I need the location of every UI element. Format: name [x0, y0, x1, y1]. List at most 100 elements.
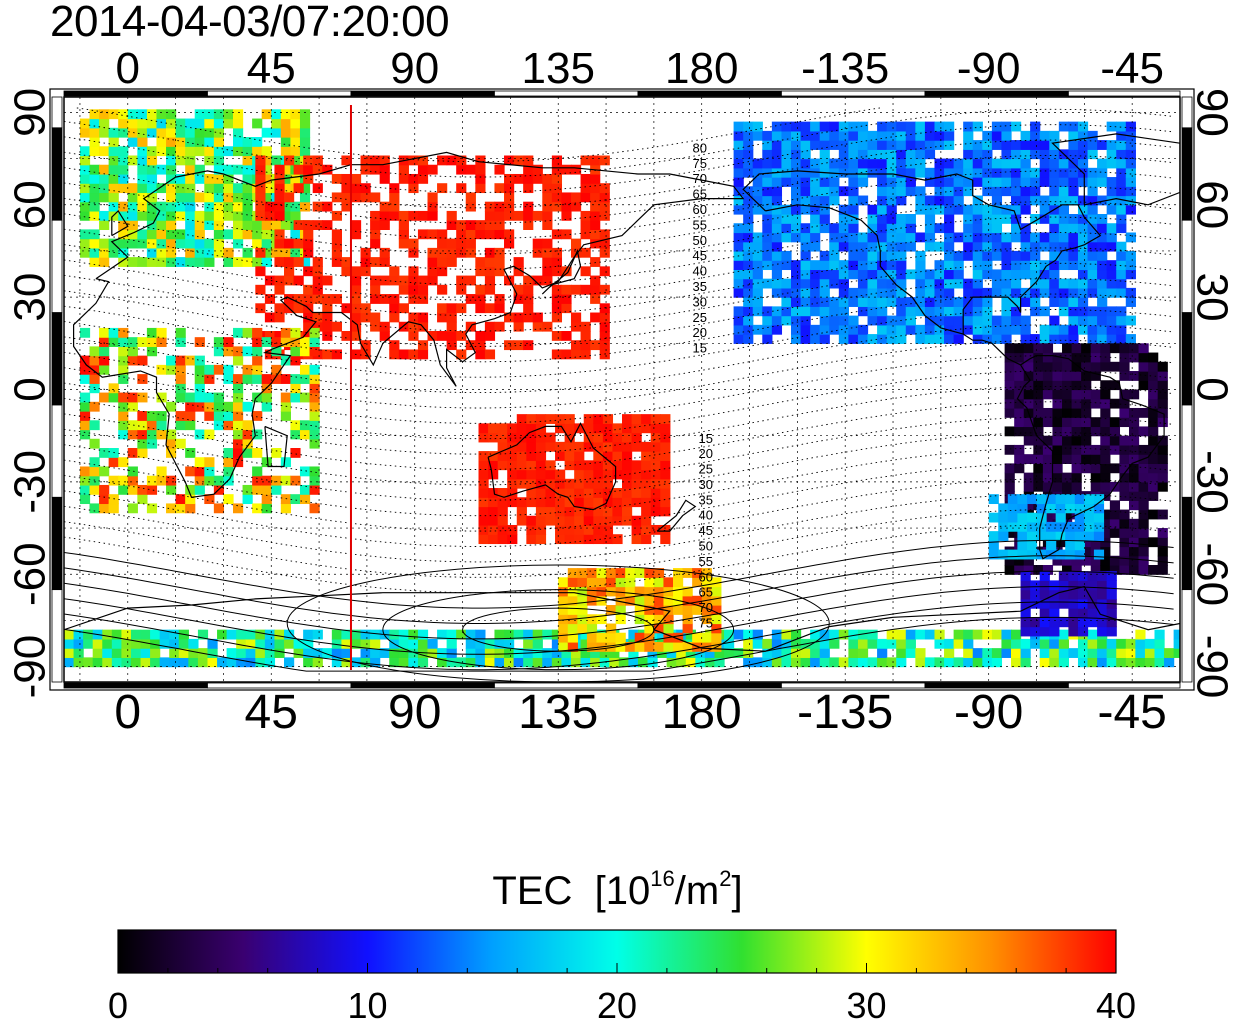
tec-cell: [475, 155, 486, 166]
tec-cell: [303, 648, 314, 658]
tec-cell: [446, 321, 457, 332]
tec-cell: [1049, 297, 1060, 307]
tec-cell: [1097, 158, 1108, 169]
tec-cell: [175, 127, 186, 138]
tec-cell: [290, 127, 301, 138]
tec-cell: [596, 577, 607, 588]
tec-cell: [1093, 512, 1105, 523]
tec-cell: [1030, 306, 1041, 317]
tec-cell: [261, 503, 272, 514]
tec-cell: [829, 297, 840, 307]
tec-cell: [1106, 149, 1117, 160]
tec-cell: [644, 614, 655, 625]
tec-cell: [217, 629, 228, 640]
tec-cell: [1109, 463, 1121, 474]
tec-cell: [261, 457, 272, 468]
tec-cell: [1081, 417, 1092, 428]
tec-cell: [991, 186, 1003, 197]
tec-cell: [350, 629, 362, 640]
tec-cell: [924, 269, 936, 280]
tec-cell: [1090, 454, 1101, 464]
tec-cell: [877, 269, 888, 280]
tec-cell: [526, 488, 537, 498]
tec-cell: [261, 146, 272, 157]
tec-cell: [896, 232, 907, 243]
tec-cell: [79, 127, 91, 138]
tec-cell: [1039, 608, 1050, 618]
tec-cell: [446, 638, 457, 649]
tec-cell: [1100, 463, 1111, 474]
tec-cell: [1148, 398, 1159, 409]
tec-cell: [1097, 269, 1108, 280]
tec-cell: [1090, 537, 1101, 548]
tec-cell: [1068, 648, 1079, 658]
tec-cell: [1014, 444, 1025, 455]
magnetic-latitude-label: 30: [698, 477, 712, 492]
tec-cell: [752, 204, 763, 215]
tec-cell: [1157, 371, 1168, 381]
tec-cell: [526, 515, 537, 526]
tec-cell: [156, 229, 167, 240]
tec-cell: [1068, 260, 1079, 271]
tec-cell: [370, 648, 381, 658]
tec-cell: [79, 118, 91, 129]
tec-cell: [99, 192, 110, 203]
tec-cell: [857, 149, 869, 160]
tec-cell: [223, 192, 234, 203]
tec-cell: [800, 223, 811, 234]
tec-cell: [118, 475, 129, 486]
tec-cell: [593, 497, 604, 508]
tec-cell: [800, 306, 811, 317]
tec-cell: [290, 346, 301, 357]
tec-cell: [867, 629, 878, 640]
tec-cell: [1157, 454, 1168, 464]
tec-cell: [204, 494, 215, 505]
tec-cell: [127, 210, 138, 221]
tec-cell: [1100, 518, 1111, 529]
tec-cell: [781, 278, 792, 289]
tec-cell: [733, 195, 744, 206]
tec-cell: [223, 183, 234, 194]
tec-cell: [185, 118, 196, 129]
right-latitude-tick-label: -60: [1188, 542, 1235, 606]
tec-cell: [1084, 494, 1095, 505]
tec-cell: [663, 595, 674, 606]
tec-cell: [583, 441, 594, 452]
tec-cell: [1004, 555, 1015, 566]
tec-cell: [593, 441, 604, 452]
tec-cell: [628, 629, 639, 640]
tec-cell: [819, 657, 830, 668]
tec-cell: [1106, 223, 1117, 234]
tec-cell: [175, 327, 186, 338]
top-longitude-tick-label: -135: [801, 44, 889, 93]
tec-cell: [915, 204, 926, 215]
tec-cell: [886, 250, 897, 261]
tec-cell: [350, 284, 362, 295]
tec-cell: [896, 278, 907, 289]
tec-cell: [89, 247, 100, 258]
tec-cell: [1039, 204, 1050, 215]
tec-cell: [1058, 571, 1069, 581]
tec-cell: [223, 494, 234, 505]
tec-cell: [886, 130, 897, 141]
tec-cell: [542, 173, 553, 184]
tec-cell: [561, 229, 572, 240]
tec-cell: [437, 284, 448, 295]
tec-cell: [991, 204, 1003, 215]
tec-cell: [838, 149, 849, 160]
tec-cell: [857, 250, 869, 261]
tec-cell: [261, 257, 272, 267]
tec-cell: [1077, 149, 1089, 160]
tec-cell: [1026, 549, 1038, 560]
tec-cell: [762, 260, 773, 271]
tec-cell: [634, 641, 645, 652]
tec-cell: [1001, 186, 1012, 197]
tec-cell: [577, 623, 588, 634]
tec-cell: [733, 241, 744, 252]
tec-cell: [494, 648, 505, 658]
tec-cell: [516, 441, 527, 452]
tec-cell: [574, 524, 585, 535]
coastline: [487, 422, 617, 511]
tec-cell: [650, 497, 661, 508]
tec-cell: [800, 232, 811, 243]
